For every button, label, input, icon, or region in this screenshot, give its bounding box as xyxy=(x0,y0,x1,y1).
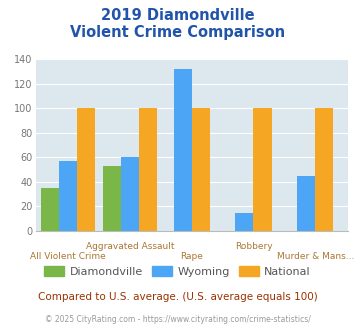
Bar xyxy=(315,109,333,231)
Bar xyxy=(297,176,315,231)
Bar xyxy=(235,213,253,231)
Text: Robbery: Robbery xyxy=(235,242,272,251)
Bar xyxy=(139,109,157,231)
Text: Violent Crime Comparison: Violent Crime Comparison xyxy=(70,25,285,40)
Bar xyxy=(59,161,77,231)
Text: 2019 Diamondville: 2019 Diamondville xyxy=(101,8,254,23)
Bar xyxy=(41,188,59,231)
Bar xyxy=(121,157,139,231)
Text: © 2025 CityRating.com - https://www.cityrating.com/crime-statistics/: © 2025 CityRating.com - https://www.city… xyxy=(45,315,310,324)
Text: All Violent Crime: All Violent Crime xyxy=(30,252,106,261)
Bar xyxy=(253,109,272,231)
Bar xyxy=(103,166,121,231)
Bar xyxy=(174,69,192,231)
Text: Murder & Mans...: Murder & Mans... xyxy=(277,252,354,261)
Text: Aggravated Assault: Aggravated Assault xyxy=(86,242,174,251)
Bar xyxy=(192,109,210,231)
Text: Compared to U.S. average. (U.S. average equals 100): Compared to U.S. average. (U.S. average … xyxy=(38,292,317,302)
Legend: Diamondville, Wyoming, National: Diamondville, Wyoming, National xyxy=(40,261,315,281)
Text: Rape: Rape xyxy=(180,252,203,261)
Bar xyxy=(77,109,95,231)
